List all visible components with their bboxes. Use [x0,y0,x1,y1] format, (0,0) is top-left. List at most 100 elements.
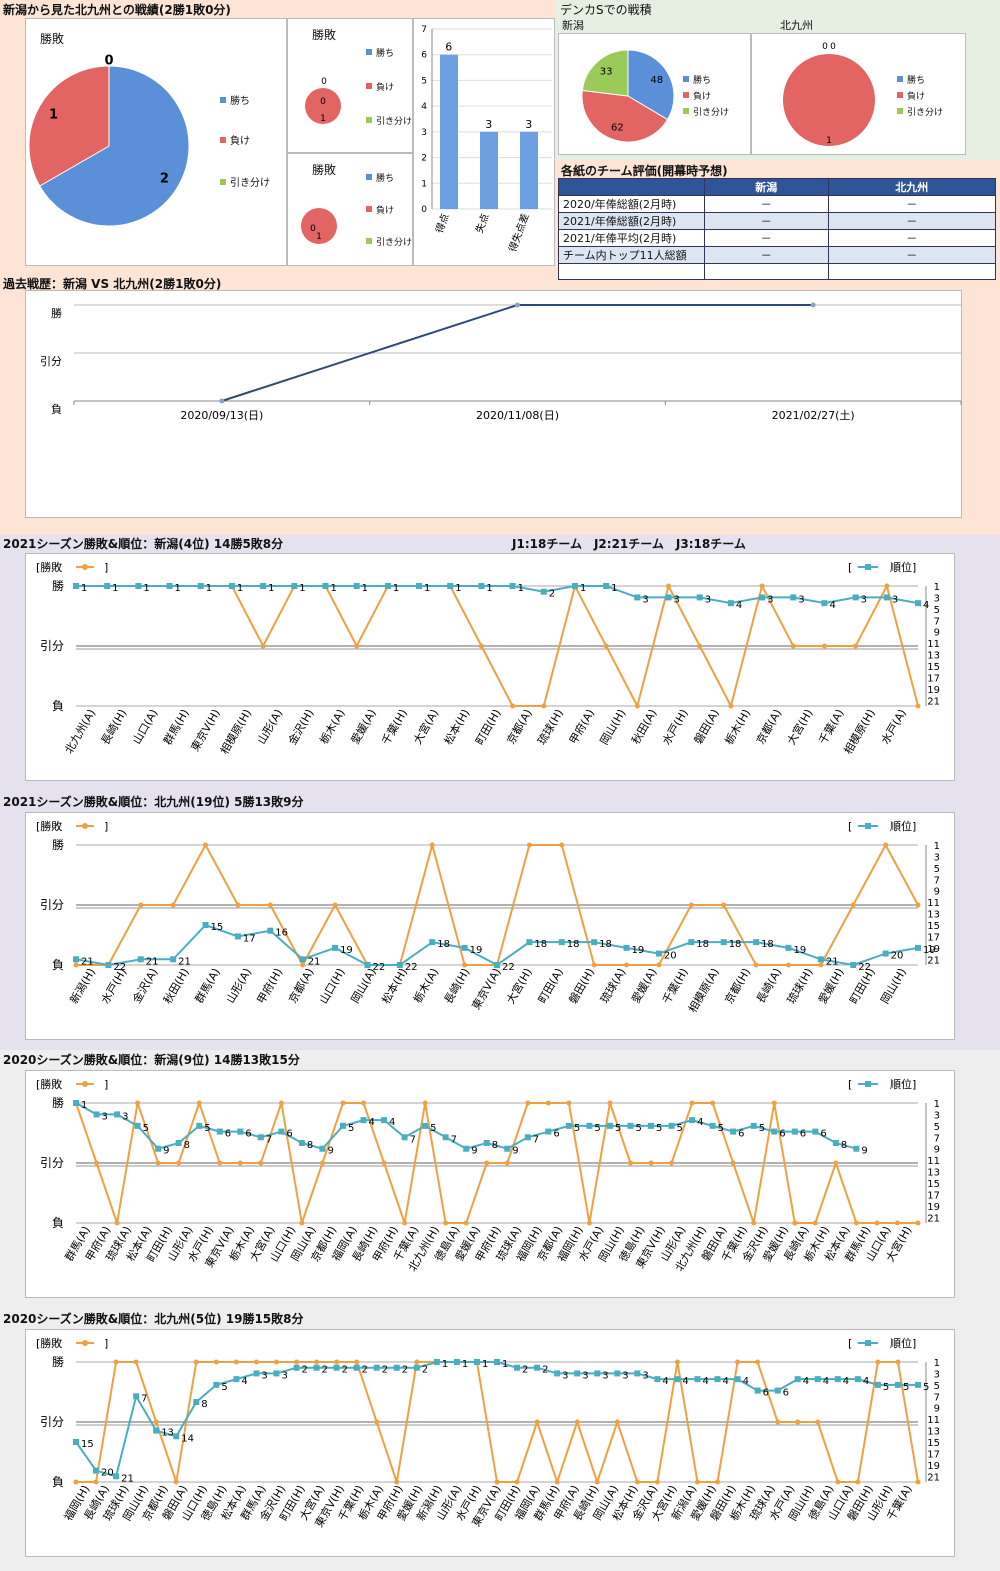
h2h-summary-title: 新潟から見た北九州との戦績(2勝1敗0分) [3,3,231,17]
result-point [299,1220,305,1226]
result-point [728,703,734,709]
chart2-panel: [勝敗][順位] 勝引分負 1 3 5 7 9 11 13 15 17 19 21 新潟(H) 水戸(H) 金… [25,812,955,1040]
result-point [614,1419,620,1425]
rank-value-label: 4 [803,1376,809,1387]
x-category-label: 相模原(H) [842,707,878,757]
rank-tick-label: 13 [927,1168,940,1179]
bar [480,131,498,209]
eval-cell: － [827,229,997,247]
rank-value-label: 3 [705,594,711,605]
rank-value-label: 8 [492,1140,498,1151]
legend-rank-marker [865,823,871,829]
chart4-svg: [勝敗][順位]勝引分負13579111315171921福岡(H)長崎(A)琉… [36,1336,940,1530]
rank-point [634,594,641,601]
pie-slice [581,49,629,97]
rank-value-label: 3 [861,594,867,605]
result-point [874,1220,880,1226]
rank-value-label: 9 [163,1146,169,1157]
denka-team2-label: 北九州 [780,19,813,32]
rank-point [689,1117,696,1124]
rank-value-label: 2 [362,1365,368,1376]
rank-point [606,1122,613,1129]
result-point [73,1479,79,1485]
eval-cell: － [827,195,997,213]
x-category-label: 京都(H) [722,966,754,1007]
rank-tick-label: 3 [934,852,940,863]
legend-result-label: [勝敗 [36,1077,62,1091]
rank-point [854,1376,861,1383]
result-point [394,1479,400,1485]
rank-point [422,1122,429,1129]
small-pie2-legend-draw: 引き分け [366,236,412,250]
y-level-label: 負 [52,958,64,972]
rank-value-label: 19 [340,945,353,956]
result-point [155,1160,161,1166]
rank-value-label: 1 [330,583,336,594]
legend-rank-label: 順位] [890,1077,916,1091]
eval-row-label: チーム内トップ11人総額 [558,246,705,264]
eval-row-label: 2021/年俸平均(2月時) [558,229,705,247]
eval-header-blank [558,178,705,196]
rank-point [526,939,533,946]
rank-point [727,600,734,607]
rank-value-label: 5 [759,1123,765,1134]
denka-pie2-legend-win: 勝ち [897,74,925,88]
result-point [591,962,597,968]
y-tick-label: 4 [421,102,427,112]
rank-point [461,944,468,951]
rank-point [257,1134,264,1141]
rank-value-label: 3 [261,1370,267,1381]
rank-value-label: 1 [455,583,461,594]
result-point [815,1419,821,1425]
result-point [93,1479,99,1485]
rank-point [313,1364,320,1371]
rank-point [623,944,630,951]
rank-tick-label: 1 [934,1099,940,1110]
y-level-label: 勝 [52,578,64,593]
rank-point [821,600,828,607]
rank-point [293,1364,300,1371]
rank-point [137,956,144,963]
rank-value-label: 1 [81,1100,87,1111]
rank-point [273,1370,280,1377]
pie-value-label: 1 [316,232,322,242]
rank-tick-label: 11 [927,1156,940,1167]
rank-tick-label: 15 [927,1179,940,1190]
rank-value-label: 21 [121,1473,134,1484]
result-point [133,1359,139,1365]
x-category-label: 相模原(H) [218,707,254,757]
rank-line [75,1102,857,1150]
result-point [334,1359,340,1365]
rank-value-label: 21 [81,956,94,967]
rank-value-label: 4 [662,1376,668,1387]
pie-slice [305,88,341,124]
rank-point [291,583,298,589]
x-category-label: 岡山(H) [598,707,629,747]
result-point [627,1160,633,1166]
h2h-point [810,302,816,308]
rank-value-label: 4 [389,1117,395,1128]
result-point [790,643,796,649]
rank-point [478,583,485,589]
eval-title: 各紙のチーム評価(開幕時予想) [561,164,728,178]
h2h-point [219,398,225,404]
result-point [735,1359,741,1365]
legend-result-close: ] [104,1078,108,1091]
legend-result-marker [82,1340,88,1346]
pie-slice [301,208,337,244]
result-point [374,1419,380,1425]
rank-value-label: 6 [738,1129,744,1140]
rank-tick-label: 21 [927,696,940,707]
rank-value-label: 1 [486,583,492,594]
x-tick-label: 得点 [434,212,452,235]
rank-point [648,1122,655,1129]
rank-value-label: 21 [308,956,321,967]
result-point [884,583,890,589]
rank-point [197,583,204,589]
x-category-label: 山形(A) [224,966,254,1006]
rank-point [114,1111,121,1118]
rank-value-label: 19 [923,945,936,956]
big-pie-title: 勝敗 [40,32,65,46]
x-category-label: 長崎(H) [441,966,473,1007]
